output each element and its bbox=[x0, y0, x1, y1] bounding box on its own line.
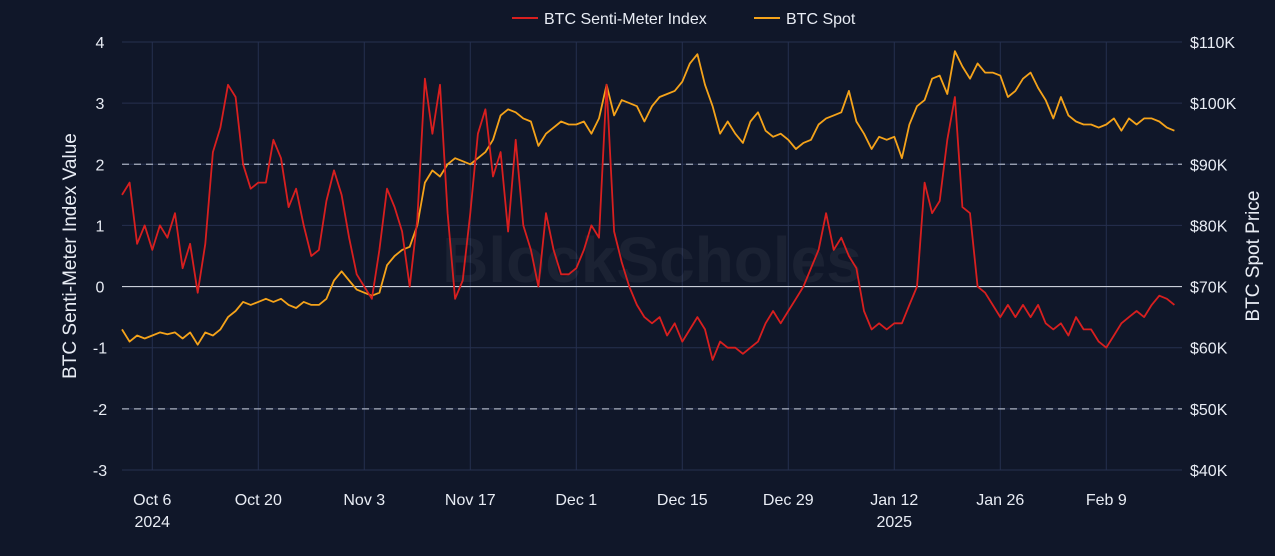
y-right-tick-label: $110K bbox=[1190, 35, 1235, 52]
y-axis-right-title: BTC Spot Price bbox=[1243, 191, 1264, 322]
y-right-tick-label: $50K bbox=[1190, 402, 1228, 419]
x-tick-year-label: 2025 bbox=[876, 514, 912, 531]
y-left-tick-label: 3 bbox=[96, 96, 105, 113]
legend[interactable]: BTC Senti-Meter Index BTC Spot bbox=[512, 11, 856, 28]
legend-item-btc-spot[interactable]: BTC Spot bbox=[754, 11, 856, 28]
x-tick-label: Oct 20 bbox=[235, 492, 282, 509]
y-left-tick-label: 0 bbox=[96, 280, 105, 297]
y-left-tick-label: -1 bbox=[93, 341, 107, 358]
y-axis-left: 4 3 2 1 0 -1 -2 -3 bbox=[93, 35, 107, 480]
x-tick-label: Dec 29 bbox=[763, 492, 814, 509]
y-right-tick-label: $60K bbox=[1190, 341, 1228, 358]
series-line-btc-spot bbox=[121, 50, 1175, 346]
x-tick-label: Feb 9 bbox=[1086, 492, 1127, 509]
y-left-tick-label: 1 bbox=[96, 218, 105, 235]
y-left-tick-label: -2 bbox=[93, 402, 107, 419]
series-layer bbox=[121, 50, 1175, 361]
x-tick-label: Jan 12 bbox=[870, 492, 918, 509]
x-tick-label: Oct 6 bbox=[133, 492, 171, 509]
y-right-tick-label: $70K bbox=[1190, 280, 1228, 297]
y-right-tick-label: $100K bbox=[1190, 96, 1237, 113]
legend-label: BTC Spot bbox=[786, 11, 856, 28]
x-tick-label: Nov 3 bbox=[343, 492, 385, 509]
reference-lines bbox=[122, 163, 1182, 410]
x-tick-label: Dec 15 bbox=[657, 492, 708, 509]
x-tick-label: Jan 26 bbox=[976, 492, 1024, 509]
y-axis-right: $110K $100K $90K $80K $70K $60K $50K $40K bbox=[1190, 35, 1237, 480]
series-line-btc-senti-meter-index bbox=[121, 77, 1175, 361]
y-left-tick-label: -3 bbox=[93, 463, 107, 480]
y-right-tick-label: $40K bbox=[1190, 463, 1228, 480]
legend-label: BTC Senti-Meter Index bbox=[544, 11, 707, 28]
y-left-tick-label: 2 bbox=[96, 157, 105, 174]
x-tick-label: Dec 1 bbox=[555, 492, 597, 509]
watermark: BlockScholes bbox=[442, 224, 862, 296]
x-tick-year-label: 2024 bbox=[134, 514, 170, 531]
y-left-tick-label: 4 bbox=[96, 35, 105, 52]
y-axis-left-title: BTC Senti-Meter Index Value bbox=[60, 133, 81, 379]
y-right-tick-label: $90K bbox=[1190, 157, 1228, 174]
y-right-tick-label: $80K bbox=[1190, 218, 1228, 235]
legend-item-senti-meter[interactable]: BTC Senti-Meter Index bbox=[512, 11, 707, 28]
x-axis: Oct 6 2024 Oct 20 Nov 3 Nov 17 Dec 1 Dec 15 Dec… bbox=[133, 492, 1127, 531]
x-tick-label: Nov 17 bbox=[445, 492, 496, 509]
